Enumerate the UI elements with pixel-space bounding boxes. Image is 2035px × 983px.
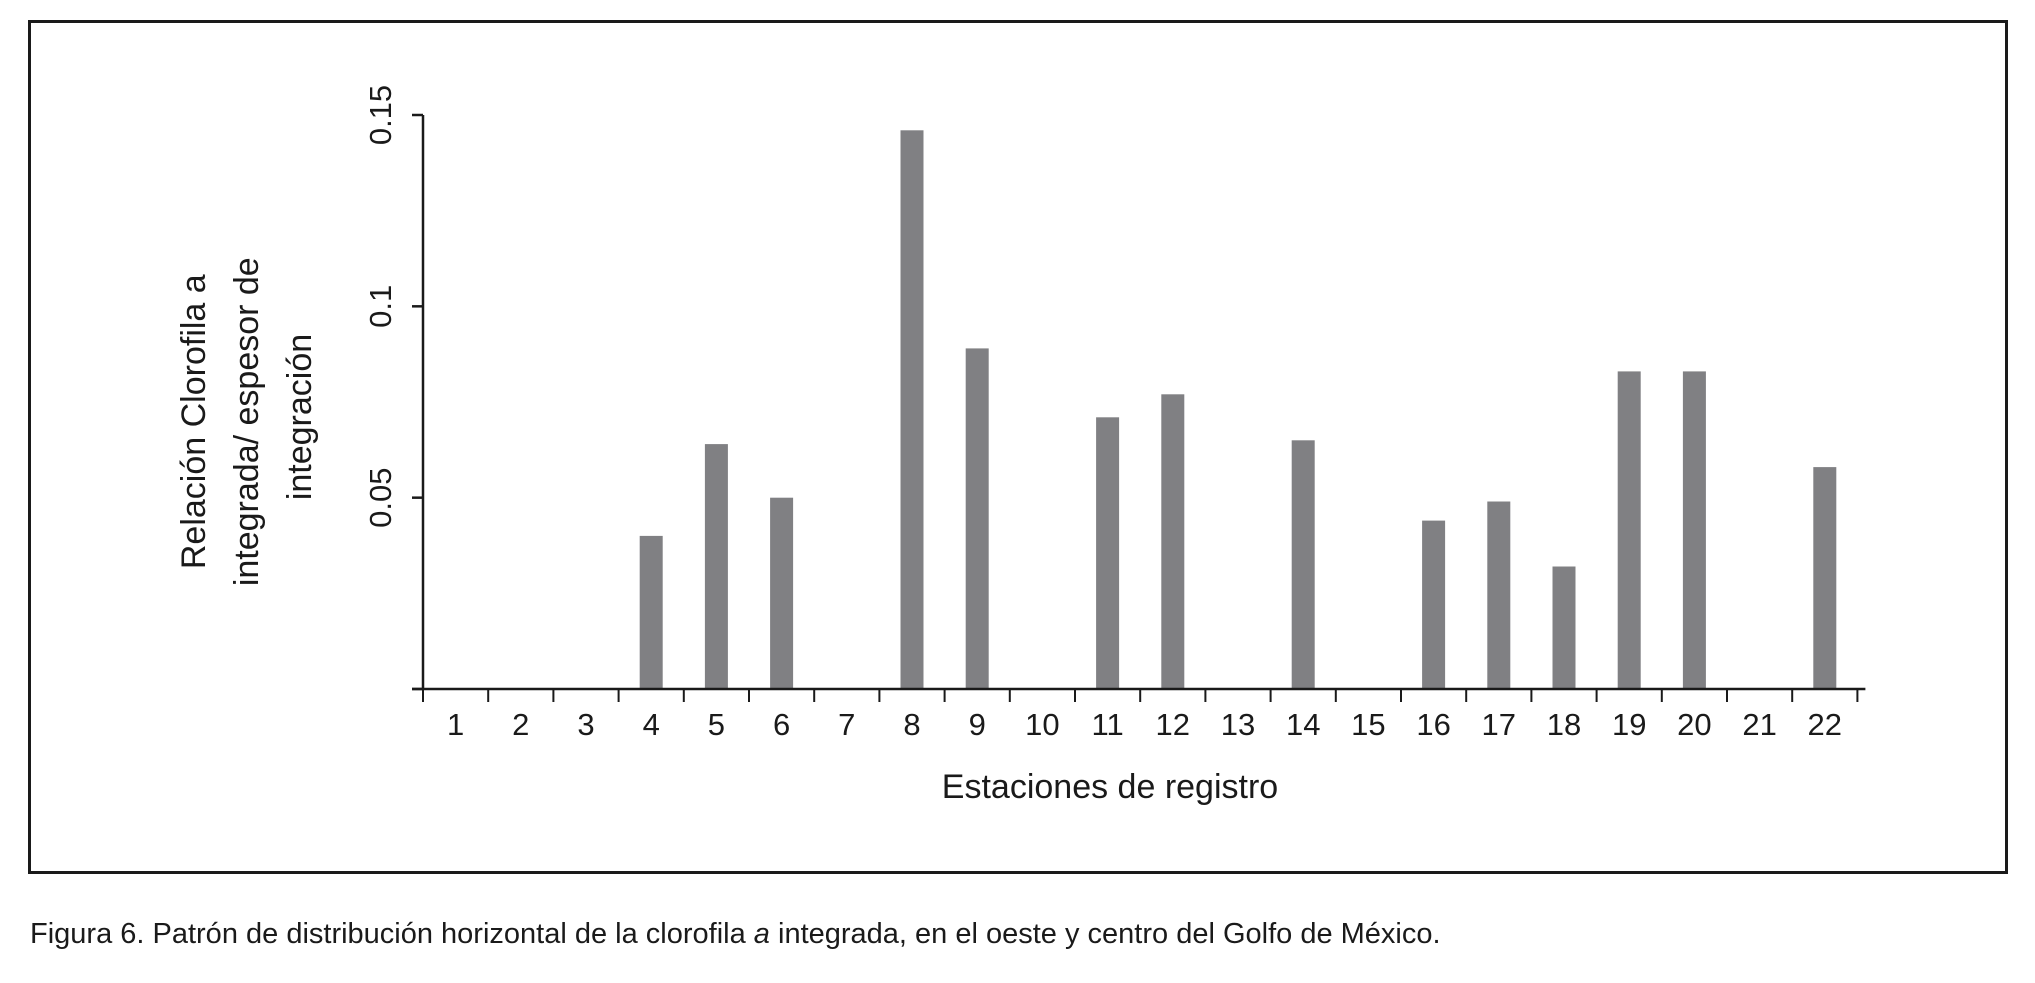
y-tick-label: 0.1 [363,285,398,328]
bar-station-22 [1813,467,1837,689]
bar-station-12 [1161,394,1185,689]
x-tick-label: 22 [1808,707,1842,742]
bar-station-4 [639,535,663,689]
bar-station-19 [1617,371,1641,689]
x-tick-label: 6 [773,707,790,742]
x-tick-label: 17 [1482,707,1516,742]
bar-station-9 [965,348,989,689]
x-tick-label: 7 [838,707,855,742]
bars-layer [639,130,1837,690]
x-tick-label: 15 [1351,707,1385,742]
y-axis-title: Relación Clorofila a integrada/ espesor … [175,248,319,586]
x-tick-label: 19 [1612,707,1646,742]
y-axis-title-line-3: integración [281,334,319,500]
bar-station-20 [1682,371,1706,689]
x-tick-label: 5 [708,707,725,742]
caption-text-suffix: integrada, en el oeste y centro del Golf… [769,918,1441,950]
bar-station-6 [770,497,794,689]
x-tick-label: 10 [1025,707,1059,742]
labels-layer: 0.050.10.151 2 3 4 5 6 7 8 9 10 11 12 13 14 15 16 17 18 19… [363,85,1842,742]
x-tick-label: 12 [1156,707,1190,742]
figure-frame [28,20,2008,874]
caption-text-prefix: Figura 6. Patrón de distribución horizon… [30,918,754,950]
bar-station-5 [704,444,728,689]
x-tick-label: 2 [512,707,529,742]
x-tick-label: 4 [643,707,660,742]
y-tick-label: 0.05 [363,468,398,528]
bar-station-14 [1291,440,1315,689]
x-tick-label: 8 [903,707,920,742]
figure-caption: Figura 6. Patrón de distribución horizon… [30,918,1441,951]
x-tick-label: 21 [1742,707,1776,742]
bar-station-16 [1422,520,1446,689]
bar-station-8 [900,130,924,690]
y-axis-title-line-1: Relación Clorofila a [175,274,213,569]
caption-italic-a: a [753,918,770,950]
bar-station-17 [1487,501,1511,689]
bar-station-18 [1552,566,1576,689]
x-tick-label: 16 [1416,707,1450,742]
axes-layer [412,113,1866,702]
y-axis-title-line-2: integrada/ espesor de [228,257,266,586]
x-tick-label: 13 [1221,707,1255,742]
x-tick-label: 1 [447,707,464,742]
x-tick-label: 9 [969,707,986,742]
y-tick-label: 0.15 [363,85,398,145]
x-tick-label: 3 [577,707,594,742]
x-tick-label: 11 [1092,707,1124,742]
x-axis-title: Estaciones de registro [942,768,1278,806]
bar-station-11 [1096,417,1120,689]
x-tick-label: 18 [1547,707,1581,742]
x-tick-label: 14 [1286,707,1320,742]
x-tick-label: 20 [1677,707,1711,742]
